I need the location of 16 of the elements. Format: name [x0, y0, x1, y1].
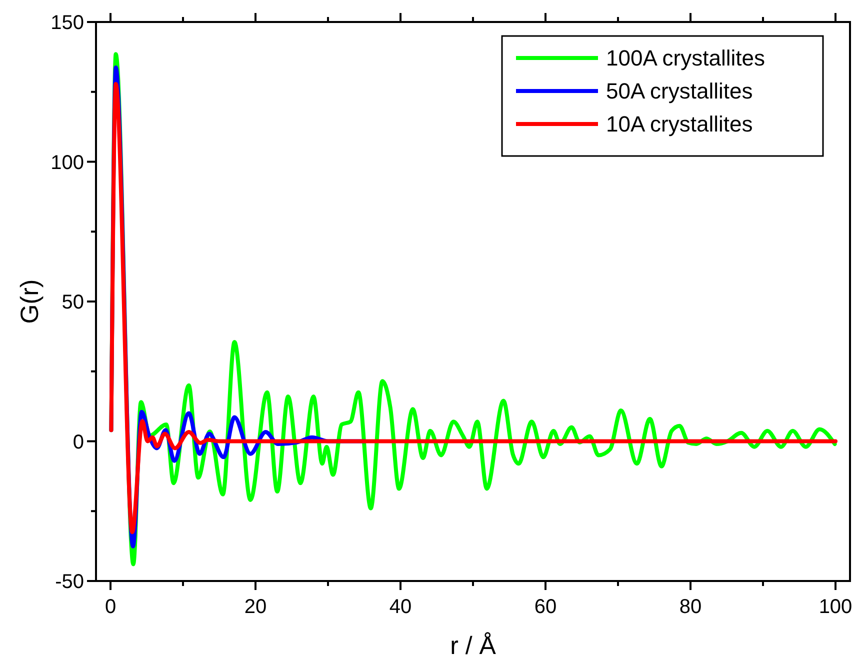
y-tick-label: -50: [55, 571, 84, 593]
x-tick-label: 0: [104, 596, 116, 618]
x-tick-label: 100: [818, 596, 852, 618]
x-tick-label: 60: [534, 596, 557, 618]
y-tick-label: 0: [72, 431, 84, 454]
y-tick-label: 100: [50, 152, 84, 174]
y-tick-label: 150: [50, 12, 84, 34]
y-tick-label: 50: [62, 292, 84, 314]
legend-label: 50A crystallites: [606, 78, 753, 104]
y-axis-title: G(r): [16, 279, 44, 324]
x-tick-label: 80: [679, 596, 702, 618]
x-axis-title: r / Å: [450, 632, 496, 660]
x-tick-label: 20: [244, 596, 267, 618]
x-tick-label: 40: [389, 596, 412, 618]
legend-label: 100A crystallites: [606, 46, 765, 71]
legend-label: 10A crystallites: [606, 112, 753, 137]
